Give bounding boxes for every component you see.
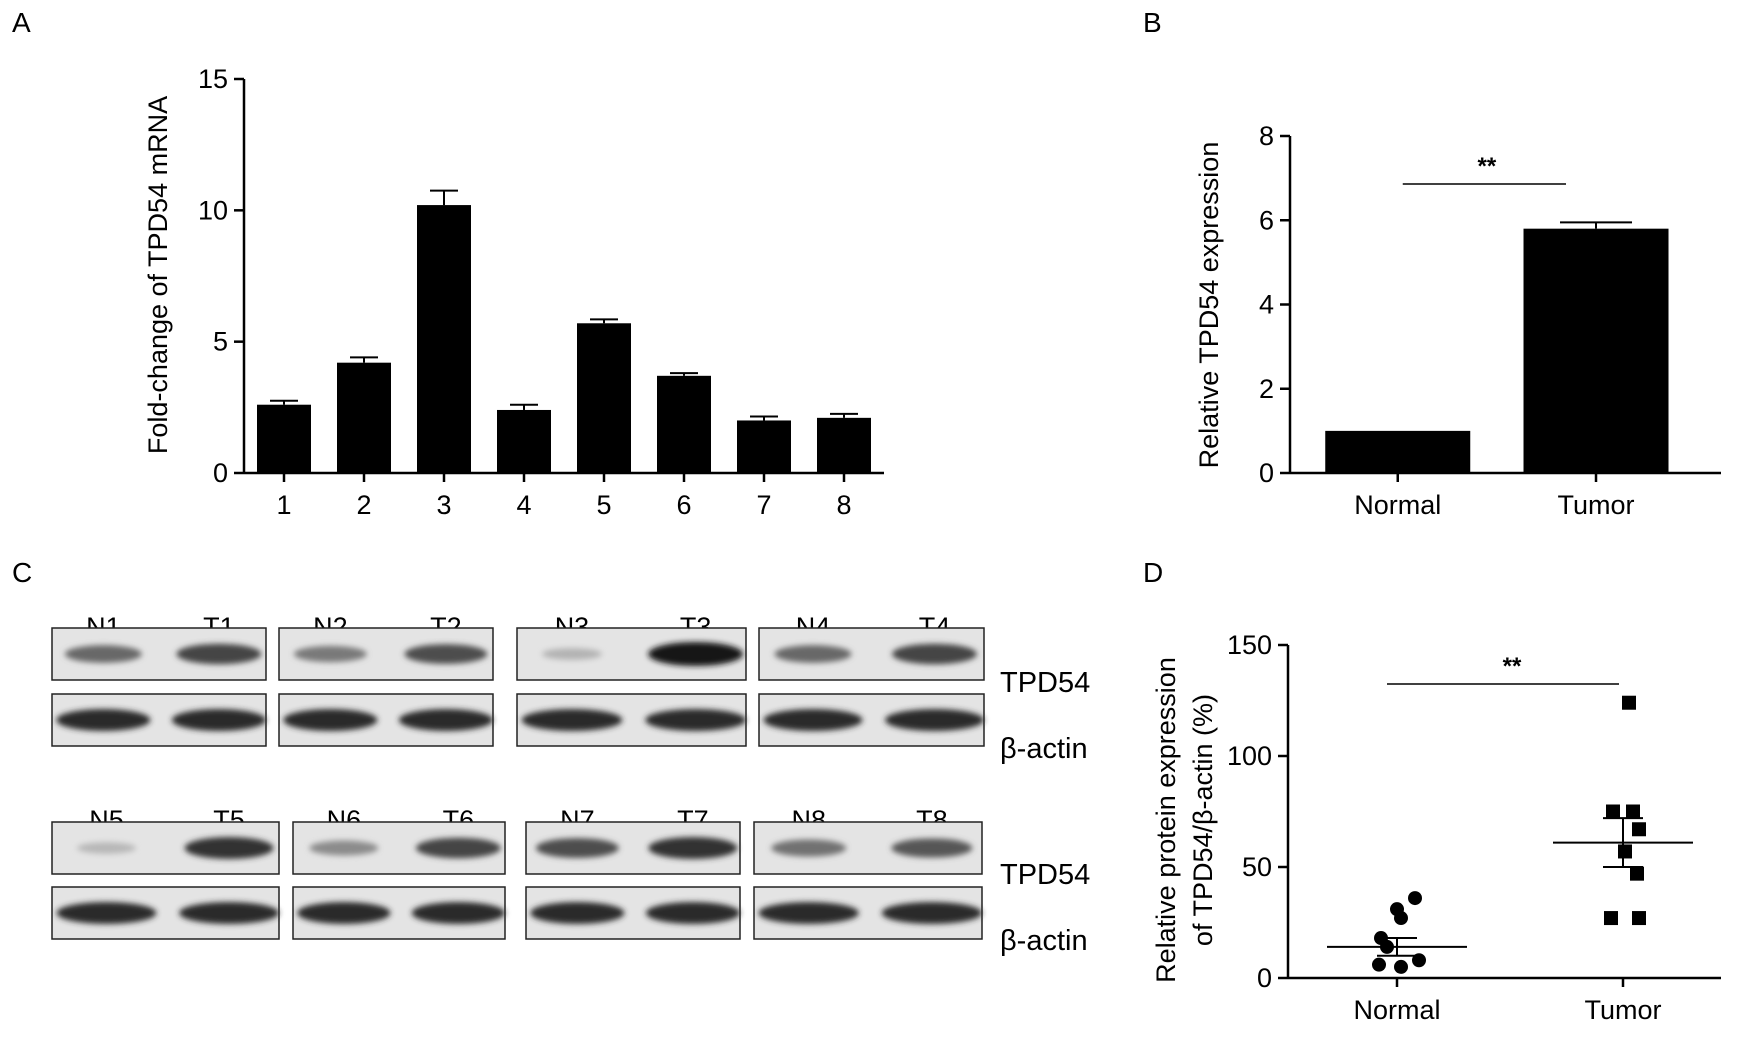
tpd54-band xyxy=(648,837,738,859)
panel-d-point-tumor xyxy=(1604,911,1618,926)
panel-d-y-axis-title-line2: of TPD54/β-actin (%) xyxy=(1188,694,1218,946)
panel-d-x-tick-label: Normal xyxy=(1353,995,1440,1025)
panel-a-x-tick-label: 3 xyxy=(436,490,451,520)
panel-a-y-tick-label: 15 xyxy=(198,64,228,94)
tpd54-band xyxy=(64,645,142,663)
panel-d-point-tumor xyxy=(1626,804,1640,819)
panel-d-point-tumor xyxy=(1618,844,1632,859)
panel-letter-a: A xyxy=(12,7,31,38)
tpd54-band xyxy=(176,643,262,665)
protein-label-beta-actin: β-actin xyxy=(1000,925,1088,957)
panel-b-chart: Relative TPD54 expression 0 2 4 6 8 Normal Tum… xyxy=(1194,121,1721,520)
protein-label-tpd54: TPD54 xyxy=(1000,859,1090,891)
panel-d-point-tumor xyxy=(1630,866,1644,881)
panel-a-x-tick-label: 5 xyxy=(596,490,611,520)
panel-d-y-tick-label: 150 xyxy=(1227,630,1272,660)
panel-b-y-axis-title: Relative TPD54 expression xyxy=(1194,142,1224,469)
protein-label-beta-actin: β-actin xyxy=(1000,733,1088,765)
panel-d-point-tumor xyxy=(1622,695,1636,710)
panel-a-y-tick-label: 5 xyxy=(213,327,228,357)
panel-b-x-tick-label: Normal xyxy=(1354,490,1441,520)
tpd54-band xyxy=(892,643,977,665)
panel-d-point-normal xyxy=(1408,891,1422,906)
beta-actin-band xyxy=(763,709,863,731)
tpd54-band xyxy=(774,645,852,663)
beta-actin-band xyxy=(885,709,984,731)
panel-a-bar xyxy=(257,404,311,473)
panel-a-x-tick-label: 1 xyxy=(276,490,291,520)
tpd54-band xyxy=(771,839,847,857)
panel-d-point-normal xyxy=(1394,911,1408,926)
beta-actin-band xyxy=(56,902,157,924)
panel-a-bar xyxy=(417,205,471,473)
panel-letter-b: B xyxy=(1143,7,1162,38)
panel-a-y-tick-label: 0 xyxy=(213,458,228,488)
panel-b-y-tick-label: 4 xyxy=(1259,290,1274,320)
panel-d-significance-label: ** xyxy=(1503,653,1522,680)
tpd54-band xyxy=(184,837,274,859)
beta-actin-band xyxy=(56,709,151,731)
panel-a-bar xyxy=(497,409,551,473)
panel-a-bar xyxy=(737,420,791,473)
panel-a-chart: Fold-change of TPD54 mRNA 0 5 10 15 1 2 3 4 5 6 7 8 xyxy=(143,64,884,520)
beta-actin-band xyxy=(283,709,378,731)
beta-actin-band xyxy=(758,902,859,924)
beta-actin-band xyxy=(645,709,746,731)
beta-actin-band xyxy=(645,902,740,924)
protein-label-tpd54: TPD54 xyxy=(1000,667,1090,699)
panel-b-significance-label: ** xyxy=(1478,153,1497,180)
panel-letter-c: C xyxy=(12,557,32,588)
panel-a-bar xyxy=(817,417,871,473)
panel-a-y-axis-title: Fold-change of TPD54 mRNA xyxy=(143,96,173,454)
panel-a-bar xyxy=(337,362,391,473)
panel-a-x-tick-label: 4 xyxy=(516,490,531,520)
panel-b-y-tick-label: 6 xyxy=(1259,205,1274,235)
tpd54-band xyxy=(293,645,367,663)
tpd54-band xyxy=(404,644,488,664)
panel-b-y-tick-label: 2 xyxy=(1259,374,1274,404)
panel-a-y-tick-label: 10 xyxy=(198,195,228,225)
beta-actin-band xyxy=(530,902,625,924)
tpd54-band xyxy=(76,842,136,854)
panel-d-chart: Relative protein expression of TPD54/β-a… xyxy=(1151,630,1721,1025)
tpd54-band xyxy=(648,642,744,666)
panel-d-y-axis-title-line1: Relative protein expression xyxy=(1151,657,1181,983)
panel-d-point-tumor xyxy=(1632,911,1646,926)
panel-a-x-tick-label: 7 xyxy=(756,490,771,520)
panel-d-point-tumor xyxy=(1606,804,1620,819)
panel-d-point-normal xyxy=(1372,957,1386,972)
tpd54-band xyxy=(535,838,619,858)
panel-a-x-tick-label: 8 xyxy=(836,490,851,520)
panel-d-y-tick-label: 100 xyxy=(1227,741,1272,771)
panel-d-y-tick-label: 50 xyxy=(1242,852,1272,882)
beta-actin-band xyxy=(179,902,279,924)
panel-b-y-tick-label: 0 xyxy=(1259,458,1274,488)
beta-actin-band xyxy=(398,709,494,731)
beta-actin-band xyxy=(297,902,391,924)
panel-a-x-tick-label: 2 xyxy=(356,490,371,520)
panel-d-y-tick-label: 0 xyxy=(1257,963,1272,993)
tpd54-band xyxy=(309,840,379,856)
panel-a-x-tick-label: 6 xyxy=(676,490,691,520)
tpd54-band xyxy=(891,838,973,858)
panel-d-point-tumor xyxy=(1632,822,1646,837)
panel-a-bar xyxy=(577,323,631,473)
tpd54-band xyxy=(542,648,602,660)
panel-a-bar xyxy=(657,375,711,473)
panel-d-x-tick-label: Tumor xyxy=(1584,995,1661,1025)
beta-actin-band xyxy=(171,709,266,731)
panel-letter-d: D xyxy=(1143,557,1163,588)
panel-d-point-normal xyxy=(1394,959,1408,974)
beta-actin-band xyxy=(521,709,623,731)
panel-b-x-tick-label: Tumor xyxy=(1558,490,1635,520)
beta-actin-band xyxy=(411,902,505,924)
panel-b-y-tick-label: 8 xyxy=(1259,121,1274,151)
beta-actin-band xyxy=(881,902,983,924)
tpd54-band xyxy=(415,837,501,859)
panel-b-bar xyxy=(1523,228,1669,473)
panel-b-bar xyxy=(1325,430,1471,473)
